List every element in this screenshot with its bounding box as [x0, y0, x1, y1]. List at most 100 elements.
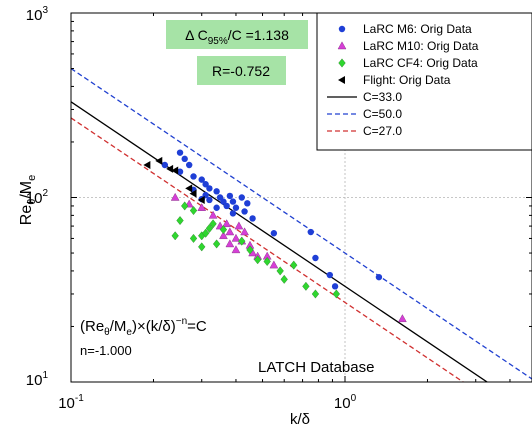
data-point: [176, 168, 184, 175]
data-point: [155, 156, 163, 165]
data-point: [280, 274, 288, 284]
data-point: [213, 188, 220, 195]
data-point: [332, 289, 341, 299]
data-point: [213, 204, 220, 211]
data-point: [331, 283, 339, 290]
data-point: [223, 202, 230, 210]
x-axis-label: k/δ: [290, 411, 310, 428]
data-point: [208, 210, 218, 219]
data-point: [263, 256, 271, 267]
data-point: [190, 173, 197, 180]
fit-lines: [71, 68, 532, 382]
data-point: [232, 204, 240, 211]
data-point: [209, 219, 217, 229]
data-point: [189, 233, 198, 243]
x-tick-label: 100: [334, 393, 357, 412]
data-point: [254, 255, 262, 265]
data-point: [176, 216, 184, 226]
data-point: [197, 203, 207, 211]
data-point: [229, 210, 237, 217]
delta-c-annotation-box: [166, 20, 308, 49]
legend-label: Flight: Orig Data: [363, 73, 451, 87]
y-tick-label: 102: [26, 188, 49, 207]
data-point: [202, 181, 209, 188]
r-value-annotation-box: [197, 56, 286, 85]
data-point: [229, 198, 237, 205]
legend-label: LaRC CF4: Orig Data: [363, 56, 478, 70]
data-point: [290, 260, 298, 270]
data-point: [198, 176, 205, 183]
data-point: [225, 227, 235, 236]
y-tick-label: 101: [26, 370, 49, 389]
data-point: [222, 219, 232, 228]
legend-label: C=50.0: [363, 107, 402, 121]
legend-label: C=33.0: [363, 90, 402, 104]
data-point: [143, 161, 151, 170]
fit-line: [71, 117, 465, 382]
legend-label: LaRC M10: Orig Data: [363, 39, 479, 53]
y-axis-label: Reθ/Me: [18, 175, 38, 225]
data-point: [307, 228, 314, 236]
fit-line: [71, 68, 532, 380]
data-point: [181, 201, 189, 211]
data-point: [189, 206, 198, 216]
data-point: [326, 271, 333, 279]
legend-label: LaRC M6: Orig Data: [363, 22, 472, 36]
data-point: [170, 192, 180, 201]
legend-marker: [337, 41, 347, 50]
data-point: [238, 236, 246, 246]
data-points: [143, 149, 407, 323]
data-point: [375, 273, 383, 281]
legend-marker: [338, 76, 345, 84]
data-point: [197, 195, 205, 204]
data-point: [212, 239, 221, 249]
data-point: [171, 231, 179, 241]
data-point: [244, 200, 251, 207]
data-point: [234, 221, 244, 230]
n-value-annotation: n=-1.000: [80, 343, 132, 358]
data-point: [241, 208, 248, 215]
data-point: [312, 254, 319, 262]
data-point: [201, 228, 210, 238]
data-point: [249, 215, 256, 222]
data-point: [270, 230, 278, 237]
legend: LaRC M6: Orig Data LaRC M10: Orig Data L…: [316, 12, 532, 151]
data-point: [189, 189, 197, 198]
legend-marker: [338, 58, 346, 68]
data-point: [176, 149, 184, 156]
y-tick-label: 103: [26, 5, 49, 24]
database-annotation: LATCH Database: [258, 359, 374, 376]
data-point: [231, 233, 241, 242]
data-point: [219, 231, 228, 240]
data-point: [226, 192, 234, 200]
data-point: [171, 166, 179, 175]
data-point: [311, 289, 320, 299]
x-tick-label: 10-1: [58, 393, 84, 412]
data-point: [302, 281, 310, 291]
data-point: [185, 161, 193, 169]
data-point: [206, 185, 213, 192]
data-point: [219, 225, 228, 235]
data-point: [206, 196, 213, 204]
data-point: [198, 242, 206, 252]
r-value-annotation: R=-0.752: [212, 63, 270, 79]
data-point: [276, 266, 284, 276]
data-point: [240, 227, 249, 236]
legend-label: C=27.0: [363, 124, 402, 138]
data-point: [225, 239, 235, 248]
delta-c-annotation: Δ C95%/C =1.138: [185, 27, 289, 47]
data-point: [231, 245, 241, 254]
formula-annotation: (Reθ/Me)×(k/δ)−n=C: [80, 316, 207, 338]
data-point: [166, 164, 174, 173]
data-point: [181, 155, 188, 163]
legend-markers: [327, 25, 357, 132]
data-point: [161, 161, 169, 169]
data-point: [246, 245, 254, 255]
data-point: [269, 260, 279, 269]
data-point: [205, 223, 214, 233]
data-point: [238, 194, 245, 201]
legend-marker: [338, 25, 346, 33]
fit-line: [71, 101, 489, 382]
data-point: [185, 184, 193, 193]
